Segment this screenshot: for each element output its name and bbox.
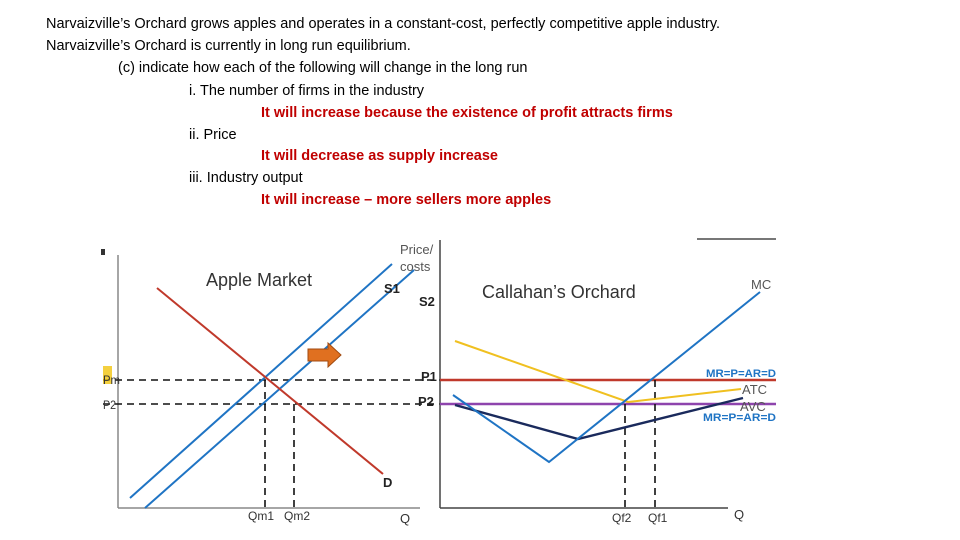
avc-label: AVC	[740, 399, 766, 414]
market-title: Apple Market	[206, 270, 312, 290]
qm1-label: Qm1	[248, 509, 274, 523]
supply-curve-s1	[129, 263, 393, 499]
corner-mark	[101, 249, 105, 255]
s2-label: S2	[419, 294, 435, 309]
mr-label-p1: MR=P=AR=D	[706, 368, 776, 380]
mr-label-p2: MR=P=AR=D	[703, 412, 776, 424]
qm2-label: Qm2	[284, 509, 310, 523]
market-q-label: Q	[400, 511, 410, 526]
question-line-1: Narvaizville’s Orchard grows apples and …	[46, 16, 721, 32]
p2-label: P2	[418, 394, 434, 409]
qf1-label: Qf1	[648, 511, 668, 525]
mc-curve	[452, 291, 761, 464]
mc-label: MC	[751, 277, 771, 292]
pm-label: Pm	[103, 373, 120, 387]
answer-i: It will increase because the existence o…	[261, 105, 673, 121]
firm-q-label: Q	[734, 507, 744, 522]
y-axis-label-costs: costs	[400, 259, 431, 274]
atc-curve	[454, 340, 742, 404]
demand-label: D	[383, 475, 392, 490]
firm-graph: Callahan’s Orchard MC MR=P=AR=D ATC AVC …	[439, 238, 776, 525]
question-i: i. The number of firms in the industry	[189, 83, 425, 99]
answer-ii: It will decrease as supply increase	[261, 148, 498, 164]
answer-iii: It will increase – more sellers more app…	[261, 192, 552, 208]
question-iii: iii. Industry output	[189, 170, 303, 186]
question-line-2: Narvaizville’s Orchard is currently in l…	[46, 38, 411, 54]
demand-curve	[156, 287, 384, 475]
p2-left-label: P2	[103, 398, 116, 412]
part-c-prompt: (c) indicate how each of the following w…	[118, 60, 528, 76]
s1-label: S1	[384, 281, 400, 296]
market-graph: Apple Market Price/ costs S1 S2 D P1 P2 …	[101, 242, 440, 526]
atc-label: ATC	[742, 382, 767, 397]
firm-title: Callahan’s Orchard	[482, 282, 636, 302]
y-axis-label-price: Price/	[400, 242, 434, 257]
qf2-label: Qf2	[612, 511, 632, 525]
supply-shift-arrow	[307, 341, 342, 369]
p1-label: P1	[421, 369, 437, 384]
pm-highlight	[103, 366, 112, 384]
question-ii: ii. Price	[189, 127, 237, 143]
